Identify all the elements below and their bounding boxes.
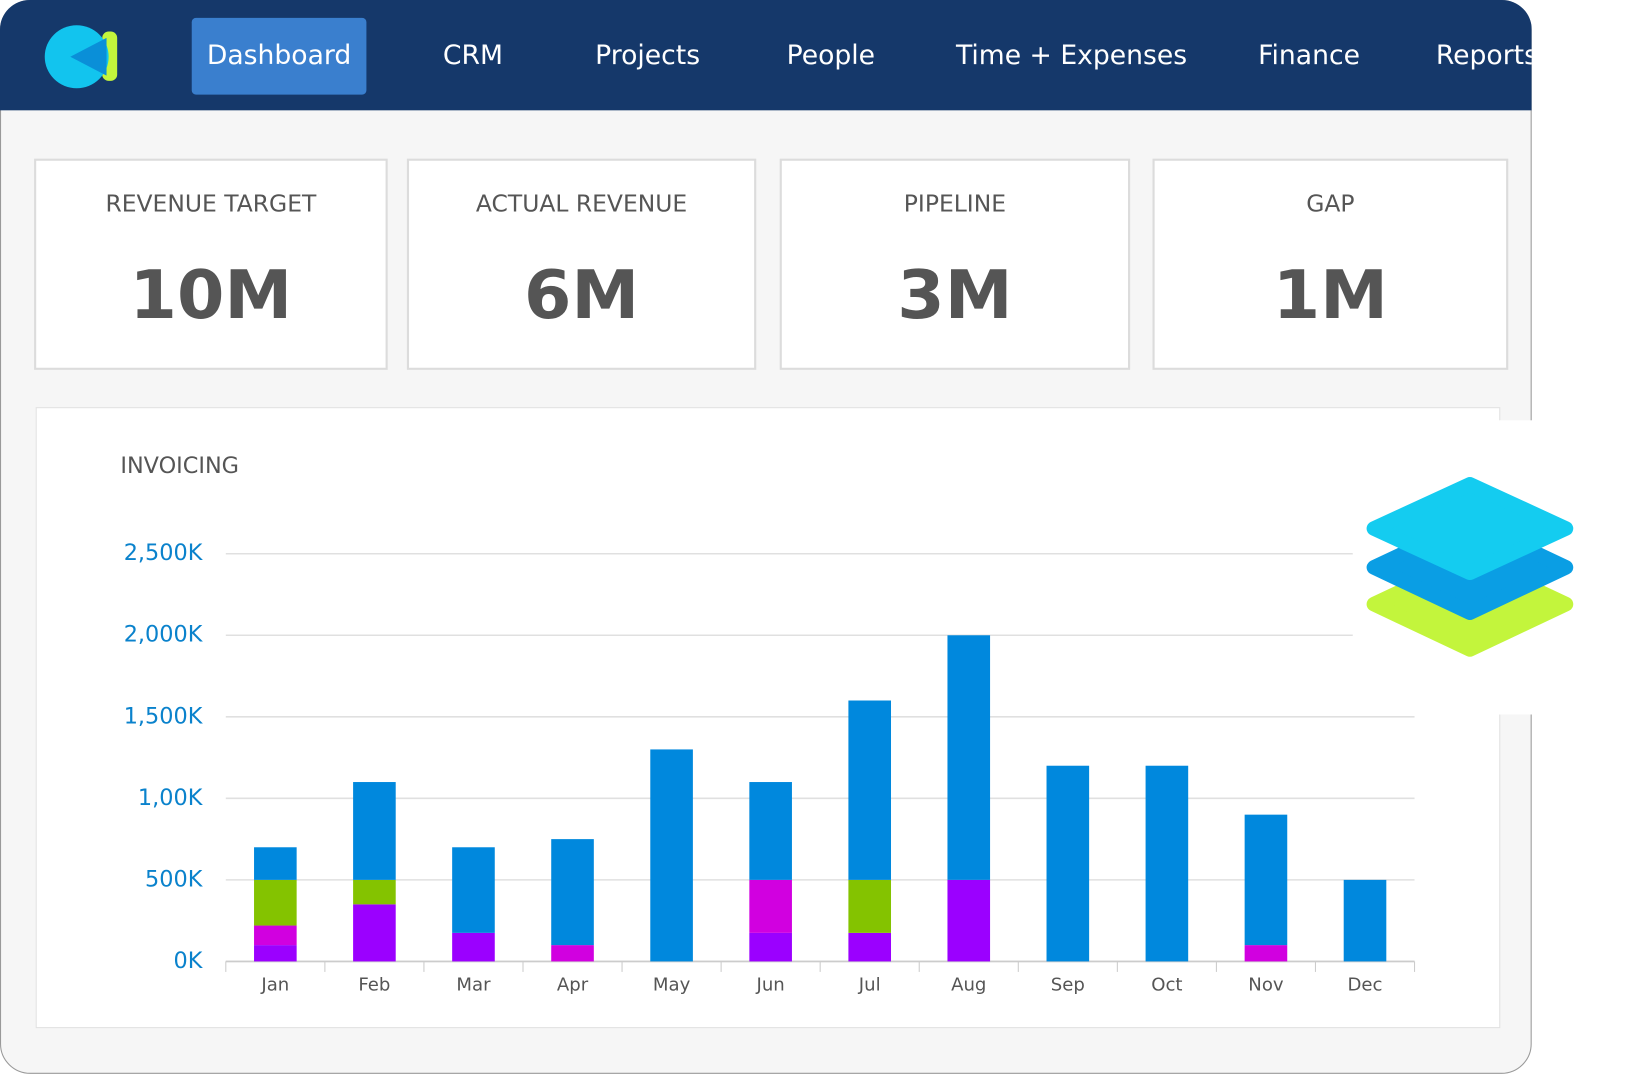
nav-item[interactable]: People	[787, 40, 875, 71]
bar-segment	[848, 932, 892, 962]
nav-item[interactable]: Reports	[1436, 40, 1538, 71]
x-tick-label: Jun	[756, 975, 785, 996]
bar-segment	[947, 635, 991, 880]
bar-segment	[1244, 814, 1288, 946]
x-tick-label: Nov	[1248, 975, 1284, 996]
x-tick-label: Feb	[358, 975, 390, 996]
nav-item[interactable]: Time + Expenses	[955, 40, 1187, 71]
kpi-label: GAP	[1306, 190, 1354, 217]
bar-segment	[848, 700, 892, 880]
kpi-value: 3M	[897, 255, 1012, 333]
x-tick-label: Dec	[1347, 975, 1382, 996]
bar-segment	[551, 839, 594, 946]
x-tick-label: Mar	[456, 975, 491, 996]
kpi-card	[1152, 158, 1509, 370]
x-tick-label: Aug	[951, 975, 986, 996]
bar-segment	[1244, 945, 1288, 962]
y-tick-label: 2,000K	[124, 622, 204, 648]
bar-segment	[254, 925, 297, 946]
y-tick-label: 500K	[145, 866, 204, 892]
bar-segment	[749, 932, 792, 962]
bar-segment	[551, 945, 594, 962]
bar-segment	[353, 879, 396, 905]
kpi-value: 6M	[524, 255, 639, 333]
chart: 0K 500K 1,00K 1,500K 2,000K 2,500K Jan Feb Mar Ap…	[124, 540, 1416, 996]
bar-segment	[848, 879, 892, 933]
bar-segment	[254, 879, 297, 926]
kpi-card	[779, 158, 1131, 370]
kpi-row: REVENUE TARGET 10M ACTUAL REVENUE 6M PIPELIN…	[34, 158, 1509, 370]
bar-segment	[1046, 765, 1090, 962]
bar-segment	[353, 782, 396, 880]
y-tick-label: 1,00K	[138, 785, 204, 811]
nav-item[interactable]: Dashboard	[207, 40, 351, 71]
y-tick-label: 2,500K	[124, 540, 204, 566]
bar-segment	[353, 904, 396, 962]
nav: Dashboard CRM Projects People Time + Expense…	[207, 40, 1538, 71]
bar-segment	[650, 749, 693, 962]
nav-item[interactable]: Finance	[1258, 40, 1360, 71]
kpi-value: 10M	[130, 255, 293, 333]
kpi-label: REVENUE TARGET	[105, 190, 317, 217]
bar-segment	[749, 879, 792, 933]
bar-segment	[254, 847, 297, 880]
x-tick-label: Sep	[1051, 975, 1085, 996]
bar-segment	[1145, 765, 1189, 962]
kpi-value: 1M	[1273, 255, 1388, 333]
bar-segment	[452, 847, 495, 933]
kpi-label: ACTUAL REVENUE	[476, 190, 687, 217]
kpi-card	[406, 158, 757, 370]
bar-segment	[254, 945, 297, 962]
bar-segment	[452, 932, 495, 962]
nav-item[interactable]: Projects	[595, 40, 700, 71]
x-tick-label: May	[653, 975, 691, 996]
x-tick-label: Jul	[858, 975, 881, 996]
y-tick-label: 1,500K	[124, 703, 204, 729]
x-tick-label: Apr	[557, 975, 589, 996]
chart-title: INVOICING	[120, 453, 239, 479]
logo[interactable]	[44, 25, 118, 89]
x-tick-label: Jan	[260, 975, 289, 996]
window-content: Dashboard CRM Projects People Time + Expense…	[0, 0, 1538, 1029]
active-tab[interactable]	[191, 17, 367, 95]
kpi-card	[34, 158, 388, 370]
nav-item[interactable]: CRM	[443, 40, 503, 71]
kpi-label: PIPELINE	[904, 190, 1006, 217]
bar-segment	[947, 879, 991, 962]
layers-icon	[1366, 477, 1574, 657]
bar-segment	[749, 782, 792, 880]
bar-segment	[1343, 879, 1387, 962]
x-tick-label: Oct	[1151, 975, 1182, 996]
y-tick-label: 0K	[173, 948, 203, 974]
